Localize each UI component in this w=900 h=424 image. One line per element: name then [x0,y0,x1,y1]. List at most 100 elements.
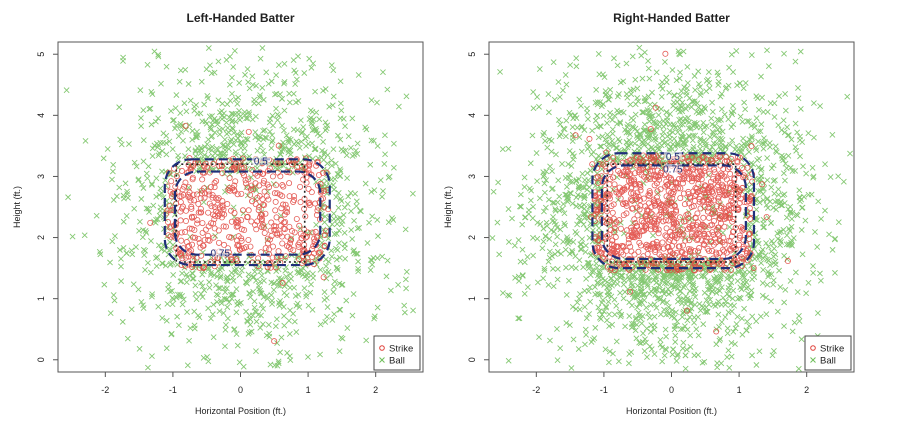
ball-point [558,250,564,257]
strike-point [673,267,680,274]
strike-point [632,220,639,227]
ball-point [654,145,661,152]
strike-point [291,229,298,236]
strike-point [321,187,328,194]
ball-point [164,300,171,307]
ball-point [140,107,147,114]
ball-point [787,210,794,216]
ball-point [628,115,635,122]
ball-point [660,271,667,278]
ball-point [595,51,602,57]
strike-point [651,260,658,267]
ball-point [641,142,648,149]
strike-point [286,157,293,164]
strike-point [623,227,630,234]
ball-point [246,111,253,118]
ball-point [739,273,746,280]
ball-point [287,147,294,154]
ball-point [251,268,258,275]
ball-point [159,168,165,175]
ball-point [638,285,645,292]
ball-point [594,123,601,130]
ball-point [153,175,160,182]
strike-point [589,161,596,168]
ball-point [609,126,616,133]
ball-point [539,245,546,252]
ball-point [637,132,644,139]
ball-point [663,109,670,116]
strike-point [638,217,645,224]
ball-point [603,304,610,311]
ball-point [283,132,290,139]
ball-point [789,168,796,174]
ball-point [634,282,641,289]
ball-point [149,145,156,152]
ball-point [341,204,348,211]
ball-point [604,292,611,299]
ball-point [370,137,377,144]
strike-point [232,166,239,173]
strike-point [255,255,262,262]
ball-point [120,244,127,251]
ball-point [209,133,215,140]
ball-point [576,257,583,264]
strike-point [680,172,687,179]
ball-point [701,137,707,144]
ball-point [602,136,609,143]
ball-point [739,315,745,322]
ball-point [618,311,625,318]
ball-point [759,280,766,287]
ball-point [764,256,771,263]
ball-point [260,127,267,134]
ball-point [387,287,394,294]
strike-point [215,239,222,246]
ball-point [284,350,291,356]
ball-point [682,140,689,147]
strike-point [647,190,654,197]
ball-point [641,348,648,355]
strike-point [654,188,661,195]
strike-point [637,202,644,209]
ball-point [657,311,664,318]
ball-point [69,233,76,240]
ball-point [124,335,131,342]
ball-point [656,282,663,289]
strike-point [672,219,679,226]
ball-point [664,307,671,314]
ball-point [722,85,729,92]
ball-point [786,227,793,234]
ball-point [761,135,767,142]
ball-point [313,257,320,264]
ball-point [684,85,690,92]
chart-title: Right-Handed Batter [613,11,730,25]
ball-point [208,315,214,322]
ball-point [691,100,698,107]
ball-point [367,161,374,168]
ball-point [702,268,709,275]
ball-point [555,177,562,184]
ball-point [208,269,214,276]
ball-point [193,168,200,174]
strike-point [197,209,204,216]
ball-point [770,348,777,354]
strike-point [662,232,669,239]
ball-point [519,221,526,228]
strike-point [721,266,728,273]
ball-point [701,358,708,365]
ball-point [286,99,293,106]
ball-point [780,226,787,233]
ball-point [562,191,569,198]
ball-point [788,223,795,230]
strike-point [647,176,654,183]
ball-point [679,314,686,320]
strike-point [168,178,175,185]
ball-point [755,188,762,194]
ball-point [764,281,771,288]
ball-point [717,335,724,342]
ball-point [646,290,653,297]
ball-point [587,272,594,278]
strike-point [210,160,217,167]
ball-point [762,252,769,259]
ball-point [640,330,646,337]
ball-point [336,240,343,247]
